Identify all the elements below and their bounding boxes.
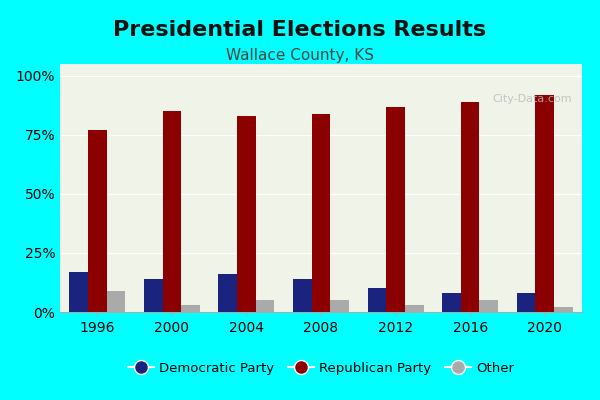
Legend: Democratic Party, Republican Party, Other: Democratic Party, Republican Party, Othe…: [122, 356, 520, 380]
Bar: [107, 291, 125, 312]
Text: Presidential Elections Results: Presidential Elections Results: [113, 20, 487, 40]
Bar: [163, 111, 181, 312]
Bar: [311, 114, 331, 312]
Bar: [535, 95, 554, 312]
Bar: [368, 288, 386, 312]
Bar: [88, 130, 107, 312]
Text: City-Data.com: City-Data.com: [492, 94, 572, 104]
Bar: [181, 305, 200, 312]
Bar: [442, 293, 461, 312]
Bar: [70, 272, 88, 312]
Text: Wallace County, KS: Wallace County, KS: [226, 48, 374, 63]
Bar: [386, 106, 405, 312]
Bar: [461, 102, 479, 312]
Bar: [405, 305, 424, 312]
Bar: [256, 300, 274, 312]
Bar: [144, 279, 163, 312]
Bar: [293, 279, 311, 312]
Bar: [218, 274, 237, 312]
Bar: [517, 293, 535, 312]
Bar: [554, 307, 572, 312]
Bar: [237, 116, 256, 312]
Bar: [331, 300, 349, 312]
Bar: [479, 300, 498, 312]
